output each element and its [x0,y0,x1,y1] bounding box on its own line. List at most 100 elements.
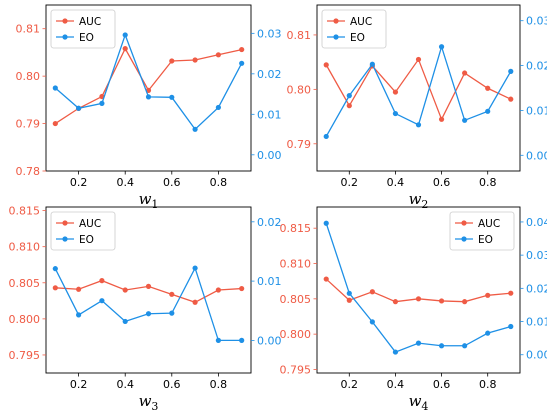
data-point-auc [415,296,422,302]
x-axis-label-base: w [409,392,422,410]
data-point-eo [462,117,468,123]
left-y-tick-label: 0.80 [16,70,41,83]
x-tick-label: 0.4 [116,176,134,189]
legend-marker-eo [62,34,68,40]
legend-marker-eo [333,34,339,40]
legend-label-eo: EO [79,32,94,44]
series-line-eo [54,33,243,131]
data-point-eo [485,330,491,336]
right-y-tick-label: 0.00 [526,349,547,362]
x-axis-label-base: w [139,190,152,208]
data-point-eo [415,122,422,128]
data-point-eo [52,85,58,91]
data-point-auc [438,116,445,122]
data-point-eo [169,310,175,316]
data-point-auc [122,46,128,52]
left-y-tick-label: 0.80 [287,83,312,96]
right-y-tick-label: 0.02 [257,68,282,81]
data-point-eo [145,311,152,317]
data-point-auc [323,62,329,68]
x-tick-label: 0.6 [163,378,181,391]
data-point-auc [145,283,152,289]
legend-label-auc: AUC [350,16,372,28]
data-point-eo [415,340,422,346]
data-point-auc [169,58,175,64]
data-point-auc [52,120,58,127]
data-point-eo [346,290,352,296]
data-point-eo [438,44,445,50]
legend-label-auc: AUC [79,218,101,230]
x-axis-label-subscript: 4 [421,400,428,412]
left-y-tick-label: 0.800 [9,313,41,326]
chart-panel-4: 0.2 0.4 0.6 0.8 0.795 0.800 0.805 0.810 0.815 0.0… [280,206,547,412]
x-tick-label: 0.6 [433,176,451,189]
data-point-auc [485,292,491,298]
legend-label-eo: EO [478,234,493,246]
right-y-tick-label: 0.01 [257,108,282,121]
x-tick-label: 0.8 [479,378,497,391]
data-point-auc [369,289,375,295]
x-tick-label: 0.2 [341,176,359,189]
data-point-eo [392,110,399,117]
data-point-eo [215,104,221,111]
data-point-eo [369,61,375,67]
legend: AUC EO [449,211,515,251]
data-point-eo [438,343,445,349]
data-point-auc [346,103,352,109]
data-point-auc [392,89,399,95]
x-tick-label: 0.2 [70,176,88,189]
legend-label-auc: AUC [478,218,500,230]
x-axis-label: w4 [409,392,429,412]
right-y-tick-label: 0.02 [257,216,282,229]
legend-label-auc: AUC [79,16,101,28]
legend-marker-auc [62,220,68,226]
x-axis-label: w3 [139,392,159,412]
data-point-eo [76,105,82,111]
data-point-eo [239,60,245,66]
data-point-eo [508,323,514,330]
data-point-auc [192,299,198,305]
data-point-eo [99,298,105,304]
x-tick-label: 0.2 [341,378,359,391]
data-point-auc [215,52,221,58]
right-y-tick-label: 0.00 [526,149,547,162]
left-y-tick-label: 0.810 [9,241,41,254]
x-tick-label: 0.6 [433,378,451,391]
right-y-tick-label: 0.04 [526,216,547,229]
legend-marker-auc [62,18,68,24]
data-point-auc [462,299,468,305]
left-y-tick-label: 0.795 [280,363,312,376]
right-y-tick-label: 0.03 [526,15,547,28]
data-point-eo [192,265,198,271]
chart-panel-1: 0.2 0.4 0.6 0.8 0.78 0.79 0.80 0.81 0.00 0.01 0.02… [16,4,282,211]
data-point-auc [192,57,198,63]
legend-label-eo: EO [350,32,365,44]
data-point-auc [76,286,82,292]
data-point-auc [415,56,422,63]
x-axis-label: w1 [139,190,159,211]
right-y-tick-label: 0.03 [526,249,547,262]
legend: AUC EO [321,9,387,49]
left-y-tick-label: 0.78 [16,165,41,178]
left-y-tick-label: 0.805 [9,277,41,290]
legend-marker-eo [62,236,68,242]
legend: AUC EO [50,211,116,251]
plot-frame [316,4,521,172]
data-point-eo [392,349,399,355]
x-tick-label: 0.4 [387,378,405,391]
chart-panel-2: 0.2 0.4 0.6 0.8 0.79 0.80 0.81 0.00 0.01 0.02 0.03… [287,4,547,211]
data-point-auc [52,285,58,291]
left-y-tick-label: 0.815 [280,222,312,235]
data-point-eo [192,126,198,132]
right-y-tick-label: 0.01 [526,104,547,117]
right-y-tick-label: 0.01 [257,275,282,288]
data-point-auc [438,298,445,304]
data-point-auc [169,291,175,297]
data-point-eo [462,343,468,349]
data-point-auc [508,290,514,296]
data-point-eo [145,94,152,100]
data-point-eo [215,337,221,343]
legend-marker-eo [461,236,467,242]
chart-panel-3: 0.2 0.4 0.6 0.8 0.795 0.800 0.805 0.810 0.815 0.0… [9,205,282,412]
